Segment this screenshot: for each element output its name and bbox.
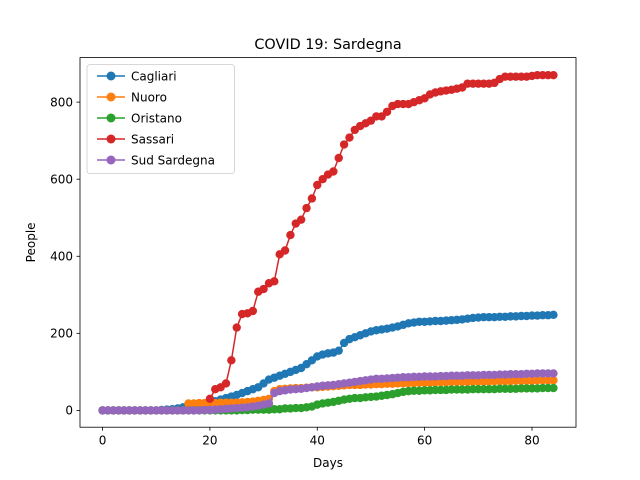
legend-label-sassari: Sassari: [131, 132, 174, 146]
x-tick-label: 80: [524, 434, 539, 448]
data-point-sassari: [339, 140, 349, 149]
data-point-sassari: [227, 356, 236, 365]
series-sassari: [205, 70, 558, 404]
series-sud-sardegna: [98, 369, 558, 415]
legend-marker-oristano: [106, 113, 116, 123]
y-tick-label: 200: [50, 327, 73, 341]
legend-marker-nuoro: [106, 92, 116, 102]
legend-entry-oristano: Oristano: [97, 111, 182, 125]
legend-marker-sud-sardegna: [106, 155, 116, 165]
data-point-sassari: [232, 323, 241, 332]
legend-label-sud-sardegna: Sud Sardegna: [131, 153, 215, 167]
legend-label-oristano: Oristano: [131, 111, 182, 125]
y-tick-label: 0: [65, 404, 73, 418]
data-point-cagliari: [549, 310, 558, 320]
data-point-sassari: [329, 167, 338, 176]
y-axis-label: People: [24, 222, 38, 262]
data-point-sassari: [280, 246, 290, 255]
y-axis-ticks: 0 200 400 600 800: [50, 95, 80, 418]
legend-marker-cagliari: [106, 71, 116, 81]
data-point-sassari: [382, 107, 392, 116]
data-point-sassari: [286, 230, 295, 240]
plot-series: [98, 70, 558, 415]
data-point-sud-sardegna: [549, 369, 558, 378]
data-point-sassari: [302, 203, 311, 213]
data-point-sassari: [334, 153, 343, 163]
legend-box: [86, 64, 235, 174]
data-point-sassari: [549, 70, 558, 80]
data-point-sassari: [248, 306, 258, 316]
data-point-cagliari: [334, 346, 343, 355]
legend-entry-nuoro: Nuoro: [97, 90, 167, 104]
data-point-sassari: [345, 133, 354, 142]
data-point-sassari: [270, 277, 279, 286]
data-point-sassari: [259, 284, 268, 294]
legend-marker-sassari: [106, 134, 116, 144]
legend-label-cagliari: Cagliari: [131, 69, 177, 83]
axes-frame: [79, 57, 577, 428]
chart-title: COVID 19: Sardegna: [254, 37, 401, 53]
data-point-sassari: [307, 194, 317, 203]
y-tick-label: 600: [50, 173, 73, 187]
legend-entry-cagliari: Cagliari: [97, 69, 177, 83]
data-point-oristano: [549, 383, 558, 393]
x-tick-label: 20: [202, 434, 217, 448]
legend-entry-sud-sardegna: Sud Sardegna: [97, 153, 215, 167]
x-axis-label: Days: [313, 456, 343, 470]
x-axis-ticks: 0 20 40 60 80: [99, 427, 540, 448]
legend-entry-sassari: Sassari: [97, 132, 174, 146]
legend-label-nuoro: Nuoro: [131, 90, 167, 104]
data-point-sassari: [205, 394, 215, 404]
x-tick-label: 40: [310, 434, 325, 448]
legend: Cagliari Nuoro Oristano Sassari Sud Sard…: [86, 64, 235, 174]
x-tick-label: 60: [417, 434, 432, 448]
x-tick-label: 0: [99, 434, 107, 448]
data-point-sassari: [313, 180, 322, 190]
data-point-sassari: [296, 215, 306, 224]
data-point-sud-sardegna: [264, 399, 274, 408]
data-point-sassari: [221, 379, 231, 388]
y-tick-label: 800: [50, 95, 73, 109]
data-point-nuoro: [549, 376, 558, 385]
y-tick-label: 400: [50, 250, 73, 264]
